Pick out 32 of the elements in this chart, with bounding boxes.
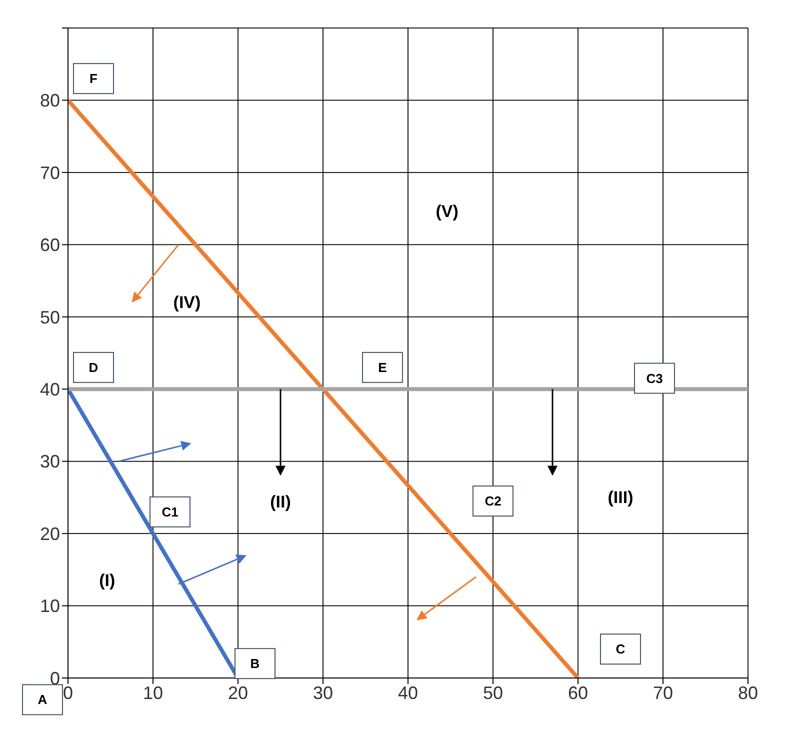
x-tick-label: 10 <box>142 682 164 703</box>
x-tick-label: 0 <box>62 682 74 703</box>
annotation: (I) <box>99 571 116 590</box>
annotation: D <box>88 360 98 375</box>
annotation: (III) <box>608 488 634 507</box>
annotation: (V) <box>436 202 458 221</box>
annotation: C3 <box>646 370 663 386</box>
y-tick-label: 80 <box>40 90 60 111</box>
annotation: (II) <box>270 492 291 512</box>
y-tick-label: 40 <box>40 380 60 400</box>
y-tick-label: 30 <box>40 452 60 472</box>
annotation: C1 <box>162 504 178 520</box>
annotation: (IV) <box>173 292 201 312</box>
y-tick-label: 70 <box>40 162 60 183</box>
x-tick-label: 50 <box>482 682 504 703</box>
annotation: B <box>250 656 260 672</box>
annotation: F <box>90 71 98 86</box>
x-tick-label: 80 <box>738 682 758 703</box>
x-tick-label: 70 <box>652 682 674 703</box>
x-tick-label: 30 <box>312 682 334 703</box>
annotation: C <box>616 642 626 657</box>
text: A <box>38 692 48 708</box>
y-tick-label: 20 <box>40 524 60 544</box>
y-tick-label: 10 <box>40 596 60 616</box>
y-tick-label: 60 <box>40 235 60 256</box>
annotation: C2 <box>484 494 502 509</box>
x-tick-label: 20 <box>228 682 248 703</box>
y-tick-label: 50 <box>40 307 60 328</box>
x-tick-label: 40 <box>398 682 418 703</box>
x-tick-label: 60 <box>568 682 588 703</box>
y-tick-label: 0 <box>50 668 60 688</box>
annotation: E <box>378 360 388 375</box>
